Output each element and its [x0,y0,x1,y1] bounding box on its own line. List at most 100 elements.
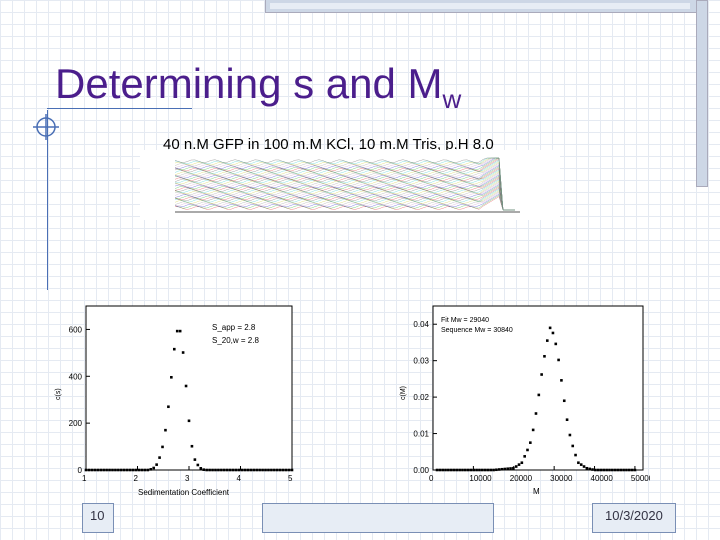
data-point [205,468,208,472]
data-point [449,468,453,472]
data-point [622,468,625,472]
data-point [551,331,555,335]
data-point [199,467,203,470]
data-point [464,468,467,472]
data-point [514,465,518,468]
data-point [240,468,244,472]
x-tick-label: 20000 [510,474,533,483]
data-point [223,468,226,472]
data-point [540,373,543,376]
x-axis-label: Sedimentation Coefficient [138,488,230,497]
y-tick-label: 0.00 [413,466,429,475]
annotation-s20w: S_20,w = 2.8 [212,336,259,345]
data-point [146,468,150,472]
data-point [461,468,464,472]
data-point [228,468,232,472]
data-point [187,419,191,423]
data-point [290,468,294,472]
data-point [616,468,620,472]
data-point [90,468,94,472]
data-point [435,468,439,472]
data-point [630,468,634,472]
scan-trace [174,196,515,211]
data-point [270,468,273,472]
data-point [220,468,223,472]
data-point [128,468,132,472]
x-tick-label: 30000 [550,474,573,483]
data-point [158,456,161,459]
data-point [608,468,611,472]
data-point [161,445,164,449]
scan-trace [174,170,515,211]
data-point [214,468,217,472]
data-point [529,441,532,444]
x-tick-label: 10000 [469,474,492,483]
data-point [196,463,200,467]
data-point [117,468,120,472]
data-point [172,347,176,351]
data-point [627,468,631,472]
data-point [164,428,167,432]
data-point [114,468,117,472]
scan-trace [174,173,515,211]
data-point [568,433,572,437]
data-point [633,468,637,472]
data-point [438,468,442,472]
raw-scan-image [140,150,560,220]
data-point [526,448,529,452]
slide-number: 10 [90,508,105,523]
data-point [125,468,129,472]
data-point [565,418,569,422]
data-point [602,468,606,472]
scan-trace [174,193,515,211]
scan-trace [174,157,515,211]
data-point [87,468,91,472]
data-point [483,468,487,472]
data-point [605,468,608,472]
title-main: Determining s and M [55,60,443,107]
chart-frame [85,305,293,471]
data-point [208,468,211,472]
scan-trace [174,166,515,211]
data-point [512,466,515,470]
data-point [478,468,481,472]
y-tick-label: 0 [78,466,83,475]
data-point [273,468,276,472]
data-point [452,468,456,472]
data-point [246,468,250,472]
data-point [537,393,541,397]
data-point [111,468,114,472]
y-tick-label: 0.02 [413,393,429,402]
data-point [190,444,194,448]
data-point [545,339,549,342]
data-point [520,461,524,465]
data-point [237,468,241,472]
data-point [554,342,558,346]
data-point [131,468,135,472]
data-point [184,384,188,388]
data-point [599,468,603,472]
data-point [588,467,591,471]
data-point [225,468,229,472]
data-point [217,468,220,472]
chart-frame [432,305,644,471]
scan-trace [174,157,515,211]
x-tick-label: 40000 [591,474,614,483]
data-point [99,468,103,472]
x-tick-label: 0 [429,474,434,483]
data-point [211,468,214,472]
data-point [458,468,461,472]
scan-trace [174,174,515,211]
data-point [613,468,617,472]
data-point [625,468,628,472]
y-axis-label: c(s) [55,388,62,400]
y-axis-label: c(M) [400,386,407,400]
slide-subtitle: 40 n.M GFP in 100 m.M KCl, 10 m.M Tris, … [163,136,494,153]
y-tick-label: 0.04 [413,320,429,329]
y-tick-label: 0.03 [413,357,429,366]
data-point [231,468,235,472]
data-point [543,354,546,358]
data-point [252,468,256,472]
data-point [249,468,253,472]
x-axis-label: M [533,487,540,496]
